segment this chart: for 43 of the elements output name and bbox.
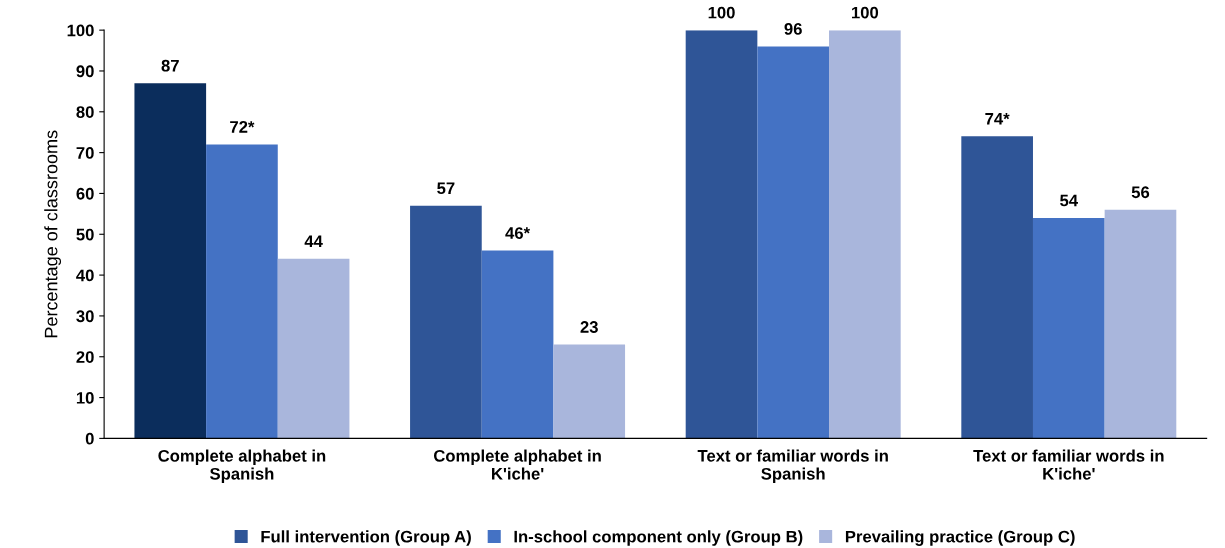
y-tick-label: 10 bbox=[76, 391, 94, 404]
legend-label: In-school component only (Group B) bbox=[514, 530, 803, 546]
data-label: 100 bbox=[852, 6, 879, 19]
y-tick-label: 50 bbox=[76, 228, 94, 241]
bar bbox=[410, 205, 482, 439]
bar bbox=[481, 250, 554, 439]
data-label: 96 bbox=[784, 23, 802, 35]
bar bbox=[206, 144, 278, 439]
legend-label: Full intervention (Group A) bbox=[261, 530, 471, 546]
data-label: 87 bbox=[161, 59, 179, 72]
data-label: 23 bbox=[580, 321, 598, 333]
y-axis-title: Percentage of classrooms bbox=[44, 130, 62, 338]
data-label: 74* bbox=[985, 113, 1010, 125]
data-label: 100 bbox=[708, 6, 735, 19]
x-tick-label: Text or familiar words in K'iche' bbox=[973, 449, 1164, 480]
bar bbox=[1104, 209, 1177, 439]
bar bbox=[553, 344, 626, 439]
legend-label: Prevailing practice (Group C) bbox=[845, 530, 1075, 546]
x-tick-label: Complete alphabet in K'iche' bbox=[433, 449, 601, 480]
data-label: 56 bbox=[1131, 186, 1150, 199]
y-tick-label: 0 bbox=[85, 432, 94, 445]
y-tick-label: 80 bbox=[76, 106, 94, 118]
bar bbox=[134, 83, 207, 439]
x-tick-label: Text or familiar words in Spanish bbox=[697, 449, 888, 483]
bar bbox=[277, 258, 350, 439]
y-tick-label: 40 bbox=[76, 269, 94, 282]
bar bbox=[1032, 217, 1105, 439]
data-label: 44 bbox=[304, 235, 323, 247]
data-label: 57 bbox=[437, 182, 455, 195]
x-tick-label: Complete alphabet in Spanish bbox=[158, 449, 326, 483]
bar bbox=[685, 30, 758, 439]
bar bbox=[961, 136, 1033, 439]
y-tick-label: 100 bbox=[67, 24, 94, 37]
y-tick-label: 90 bbox=[76, 65, 94, 78]
y-tick-label: 70 bbox=[76, 147, 94, 159]
data-label: 54 bbox=[1060, 194, 1078, 207]
y-tick-label: 30 bbox=[76, 310, 94, 323]
y-tick-label: 60 bbox=[76, 187, 94, 200]
bar bbox=[757, 46, 830, 439]
data-label: 72* bbox=[230, 121, 255, 133]
data-label: 46* bbox=[505, 227, 531, 239]
bar bbox=[829, 30, 901, 439]
y-tick-label: 20 bbox=[76, 351, 94, 363]
